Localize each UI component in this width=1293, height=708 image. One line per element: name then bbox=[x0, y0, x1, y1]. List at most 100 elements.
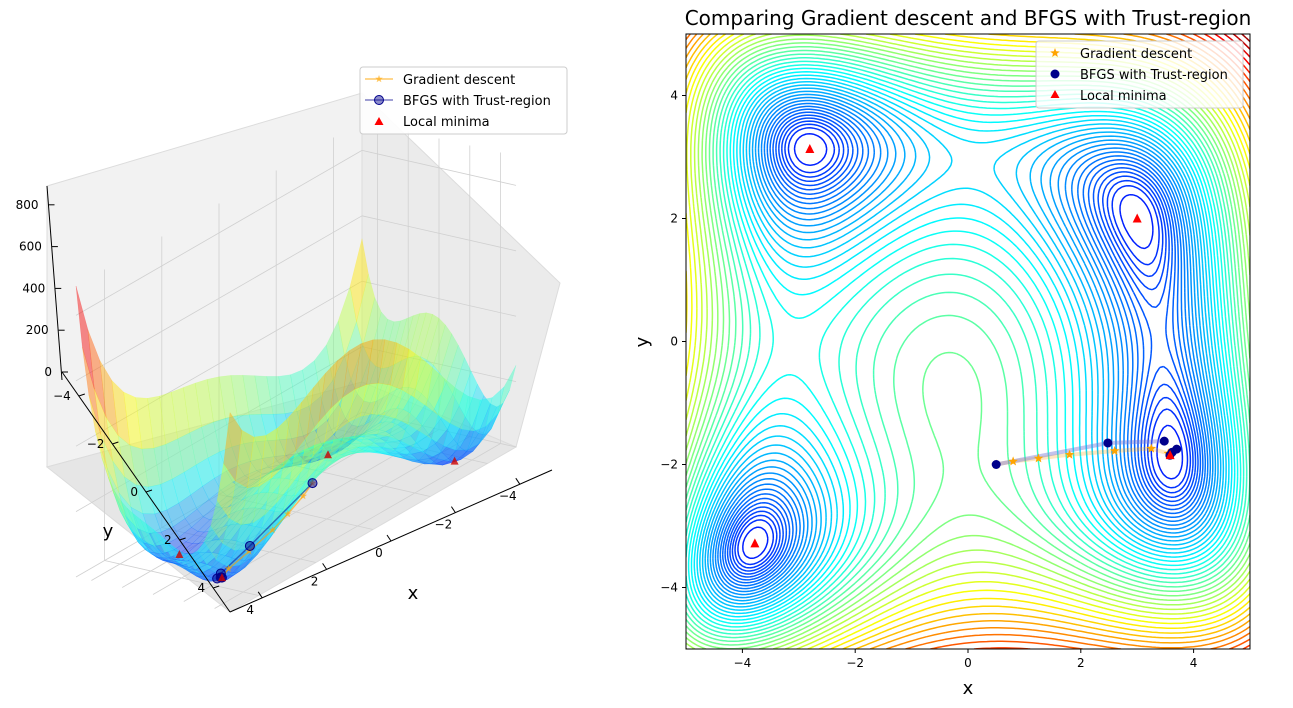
surface-patch bbox=[142, 513, 162, 534]
surface-patch bbox=[267, 464, 288, 471]
surface-patch bbox=[410, 425, 430, 444]
surface-patch bbox=[253, 478, 273, 495]
surface-patch bbox=[88, 394, 108, 469]
surface-patch bbox=[407, 396, 427, 432]
y-tick-label: 2 bbox=[670, 212, 678, 226]
contour-lines bbox=[686, 34, 1250, 649]
legend-3d: Gradient descent BFGS with Trust-region … bbox=[359, 66, 568, 135]
surface-patch bbox=[243, 441, 263, 462]
surface-patch bbox=[197, 541, 217, 570]
surface-patch bbox=[191, 530, 212, 544]
chart-title: Comparing Gradient descent and BFGS with… bbox=[685, 6, 1252, 30]
surface-patch bbox=[497, 365, 517, 414]
surface-patch bbox=[337, 285, 357, 358]
surface-patch bbox=[305, 455, 324, 464]
surface-patch bbox=[218, 375, 238, 419]
wall-grid-line bbox=[361, 346, 517, 382]
gd-point-3d bbox=[284, 509, 292, 518]
surface-patch bbox=[338, 437, 357, 442]
surface-patch bbox=[114, 490, 134, 532]
x-tick-label: 4 bbox=[1190, 656, 1198, 670]
local-minimum-point bbox=[1132, 213, 1142, 223]
surface-patch bbox=[360, 423, 379, 437]
surface-patch bbox=[369, 446, 388, 453]
bfgs-point bbox=[1172, 444, 1182, 454]
surface-patch bbox=[349, 238, 369, 322]
x-tick-3d bbox=[515, 477, 521, 485]
surface-patch bbox=[305, 442, 325, 481]
surface-patch bbox=[398, 435, 418, 448]
surface-patch bbox=[195, 457, 215, 487]
surface-patch bbox=[138, 536, 158, 558]
surface-patch bbox=[255, 466, 276, 475]
surface-patch bbox=[344, 446, 365, 452]
surface-patch bbox=[343, 439, 364, 445]
surface-patch bbox=[275, 459, 295, 470]
x-tick-label-3d: 0 bbox=[375, 546, 383, 560]
surface-patch bbox=[322, 457, 342, 470]
surface-patch bbox=[159, 534, 178, 563]
contour-level bbox=[687, 67, 1239, 625]
surface-patch bbox=[314, 419, 334, 446]
surface-patch bbox=[151, 553, 170, 563]
surface-patch bbox=[119, 510, 139, 543]
surface-patch bbox=[206, 553, 226, 568]
surface-patch bbox=[354, 429, 374, 438]
surface-patch bbox=[239, 554, 258, 572]
surface-patch bbox=[301, 443, 320, 452]
surface-patch bbox=[434, 382, 454, 420]
surface-patch bbox=[347, 431, 366, 447]
legend-triangle-icon-2d bbox=[1050, 90, 1060, 98]
surface-patch bbox=[402, 388, 422, 414]
surface-patch bbox=[329, 441, 349, 451]
contour-level bbox=[686, 64, 1242, 628]
wall-grid-line bbox=[361, 150, 517, 186]
surface-patch bbox=[384, 407, 404, 423]
surface-patch bbox=[165, 540, 185, 567]
surface-patch bbox=[216, 462, 236, 519]
x-tick-label-3d: −2 bbox=[435, 518, 453, 532]
surface-patch bbox=[299, 453, 319, 462]
surface-patch bbox=[94, 388, 113, 462]
surface-patch bbox=[285, 453, 305, 464]
surface-patch bbox=[148, 531, 169, 547]
surface-patch bbox=[379, 435, 400, 444]
surface-patch bbox=[277, 456, 297, 469]
surface-patch bbox=[260, 492, 280, 511]
surface-patch bbox=[290, 369, 310, 412]
x-tick-label-3d: 4 bbox=[246, 603, 254, 617]
surface-patch bbox=[334, 440, 353, 454]
surface-patch bbox=[302, 457, 323, 470]
surface-patch bbox=[357, 446, 376, 452]
surface-patch bbox=[257, 501, 278, 542]
surface-patch bbox=[220, 481, 240, 497]
surface-patch bbox=[406, 446, 426, 461]
surface-patch bbox=[243, 526, 263, 545]
surface-patch bbox=[390, 342, 410, 391]
gd-point bbox=[1064, 449, 1075, 459]
z-tick-label-3d: 600 bbox=[19, 240, 42, 254]
paths-3d bbox=[175, 450, 459, 584]
surface-patch bbox=[75, 285, 95, 390]
surface-patch bbox=[293, 458, 312, 466]
floor-grid-line bbox=[104, 560, 259, 596]
surface-patch bbox=[312, 442, 331, 451]
surface-patch bbox=[365, 413, 385, 435]
surface-patch bbox=[371, 408, 391, 428]
surface-patch bbox=[145, 541, 165, 560]
surface-patch bbox=[491, 389, 510, 430]
surface-patch bbox=[377, 414, 397, 437]
surface-patch bbox=[479, 413, 498, 444]
surface-patch bbox=[151, 545, 171, 563]
surface-patch bbox=[125, 515, 145, 544]
surface-patch bbox=[260, 414, 280, 441]
surface-patch bbox=[183, 464, 203, 496]
surface-patch bbox=[364, 396, 384, 426]
surface-patch bbox=[478, 403, 498, 435]
surface-patch bbox=[195, 575, 215, 580]
surface-patch bbox=[310, 456, 330, 463]
surface-patch bbox=[355, 438, 376, 444]
surface-patch bbox=[271, 465, 292, 479]
surface-patch bbox=[252, 477, 272, 524]
surface-patch bbox=[361, 434, 382, 440]
